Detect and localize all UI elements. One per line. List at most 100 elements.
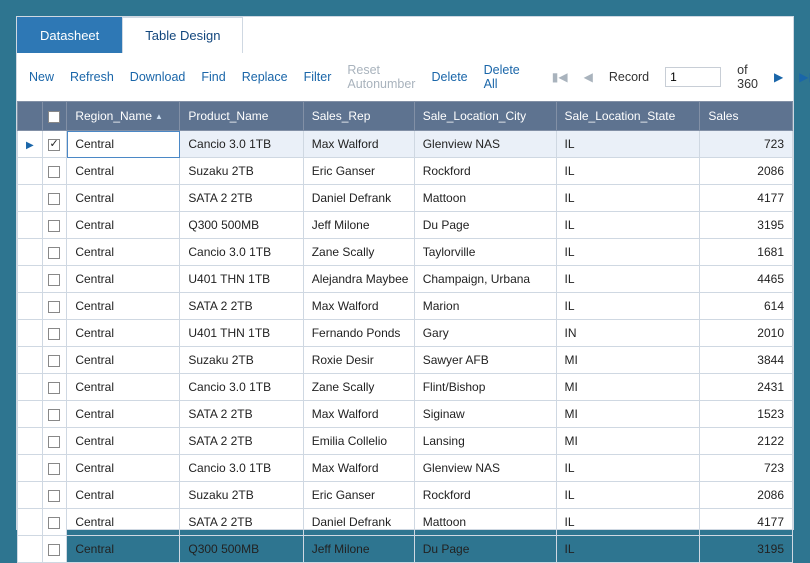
cell-rep[interactable]: Max Walford: [303, 401, 414, 428]
cell-rep[interactable]: Zane Scally: [303, 374, 414, 401]
row-checkbox-cell[interactable]: [42, 509, 67, 536]
cell-rep[interactable]: Roxie Desir: [303, 347, 414, 374]
cell-region[interactable]: Central: [67, 428, 180, 455]
tab-table-design[interactable]: Table Design: [122, 17, 243, 53]
cell-city[interactable]: Sawyer AFB: [414, 347, 556, 374]
cell-region[interactable]: Central: [67, 536, 180, 563]
row-checkbox-cell[interactable]: [42, 212, 67, 239]
cell-sales[interactable]: 2431: [700, 374, 793, 401]
cell-rep[interactable]: Daniel Defrank: [303, 509, 414, 536]
tab-datasheet[interactable]: Datasheet: [17, 17, 122, 53]
col-product[interactable]: Product_Name: [180, 102, 303, 131]
row-checkbox-cell[interactable]: [42, 266, 67, 293]
cell-rep[interactable]: Alejandra Maybee: [303, 266, 414, 293]
cell-product[interactable]: U401 THN 1TB: [180, 320, 303, 347]
cell-city[interactable]: Gary: [414, 320, 556, 347]
row-checkbox-cell[interactable]: [42, 131, 67, 158]
row-checkbox-cell[interactable]: [42, 374, 67, 401]
row-checkbox-cell[interactable]: [42, 320, 67, 347]
cell-city[interactable]: Taylorville: [414, 239, 556, 266]
cell-state[interactable]: IL: [556, 293, 700, 320]
col-rep[interactable]: Sales_Rep: [303, 102, 414, 131]
table-row[interactable]: CentralSATA 2 2TBDaniel DefrankMattoonIL…: [18, 185, 793, 212]
find-button[interactable]: Find: [201, 70, 225, 84]
cell-state[interactable]: IL: [556, 185, 700, 212]
cell-region[interactable]: Central: [67, 374, 180, 401]
cell-city[interactable]: Siginaw: [414, 401, 556, 428]
next-record-icon[interactable]: ▶: [774, 70, 783, 84]
cell-sales[interactable]: 2086: [700, 482, 793, 509]
cell-state[interactable]: IL: [556, 536, 700, 563]
replace-button[interactable]: Replace: [242, 70, 288, 84]
table-row[interactable]: ▶CentralCancio 3.0 1TBMax WalfordGlenvie…: [18, 131, 793, 158]
first-record-icon[interactable]: ▮◀: [552, 70, 568, 84]
col-city[interactable]: Sale_Location_City: [414, 102, 556, 131]
cell-state[interactable]: IL: [556, 158, 700, 185]
cell-city[interactable]: Mattoon: [414, 185, 556, 212]
cell-product[interactable]: Suzaku 2TB: [180, 482, 303, 509]
table-row[interactable]: CentralQ300 500MBJeff MiloneDu PageIL319…: [18, 536, 793, 563]
cell-product[interactable]: Suzaku 2TB: [180, 347, 303, 374]
cell-sales[interactable]: 2122: [700, 428, 793, 455]
cell-city[interactable]: Flint/Bishop: [414, 374, 556, 401]
cell-region[interactable]: Central: [67, 185, 180, 212]
table-row[interactable]: CentralU401 THN 1TBFernando PondsGaryIN2…: [18, 320, 793, 347]
prev-record-icon[interactable]: ◀: [584, 70, 593, 84]
delete-button[interactable]: Delete: [431, 70, 467, 84]
cell-city[interactable]: Glenview NAS: [414, 131, 556, 158]
cell-region[interactable]: Central: [67, 239, 180, 266]
new-button[interactable]: New: [29, 70, 54, 84]
cell-state[interactable]: IL: [556, 509, 700, 536]
delete-all-button[interactable]: Delete All: [484, 63, 520, 91]
row-checkbox-cell[interactable]: [42, 293, 67, 320]
cell-city[interactable]: Rockford: [414, 158, 556, 185]
cell-product[interactable]: SATA 2 2TB: [180, 428, 303, 455]
cell-state[interactable]: IL: [556, 212, 700, 239]
cell-sales[interactable]: 4177: [700, 185, 793, 212]
table-row[interactable]: CentralQ300 500MBJeff MiloneDu PageIL319…: [18, 212, 793, 239]
cell-product[interactable]: SATA 2 2TB: [180, 401, 303, 428]
table-row[interactable]: CentralCancio 3.0 1TBZane ScallyTaylorvi…: [18, 239, 793, 266]
cell-sales[interactable]: 3195: [700, 212, 793, 239]
table-row[interactable]: CentralSuzaku 2TBRoxie DesirSawyer AFBMI…: [18, 347, 793, 374]
cell-region[interactable]: Central: [67, 266, 180, 293]
table-row[interactable]: CentralU401 THN 1TBAlejandra MaybeeChamp…: [18, 266, 793, 293]
cell-sales[interactable]: 723: [700, 455, 793, 482]
select-all-header[interactable]: [42, 102, 67, 131]
table-row[interactable]: CentralSuzaku 2TBEric GanserRockfordIL20…: [18, 158, 793, 185]
cell-rep[interactable]: Daniel Defrank: [303, 185, 414, 212]
cell-product[interactable]: Suzaku 2TB: [180, 158, 303, 185]
table-row[interactable]: CentralCancio 3.0 1TBZane ScallyFlint/Bi…: [18, 374, 793, 401]
row-checkbox-cell[interactable]: [42, 185, 67, 212]
cell-rep[interactable]: Jeff Milone: [303, 536, 414, 563]
record-number-input[interactable]: [665, 67, 721, 87]
cell-product[interactable]: SATA 2 2TB: [180, 185, 303, 212]
row-checkbox[interactable]: [48, 193, 60, 205]
row-checkbox[interactable]: [48, 166, 60, 178]
row-checkbox-cell[interactable]: [42, 536, 67, 563]
cell-state[interactable]: IL: [556, 239, 700, 266]
cell-city[interactable]: Marion: [414, 293, 556, 320]
cell-rep[interactable]: Zane Scally: [303, 239, 414, 266]
cell-sales[interactable]: 614: [700, 293, 793, 320]
row-checkbox[interactable]: [48, 220, 60, 232]
cell-state[interactable]: IL: [556, 482, 700, 509]
table-row[interactable]: CentralSATA 2 2TBMax WalfordMarionIL614: [18, 293, 793, 320]
cell-region[interactable]: Central: [67, 320, 180, 347]
cell-rep[interactable]: Emilia Collelio: [303, 428, 414, 455]
cell-region[interactable]: Central: [67, 131, 180, 158]
cell-state[interactable]: MI: [556, 347, 700, 374]
cell-state[interactable]: MI: [556, 428, 700, 455]
cell-region[interactable]: Central: [67, 401, 180, 428]
cell-sales[interactable]: 1681: [700, 239, 793, 266]
row-checkbox[interactable]: [48, 463, 60, 475]
cell-product[interactable]: Cancio 3.0 1TB: [180, 455, 303, 482]
download-button[interactable]: Download: [130, 70, 186, 84]
cell-city[interactable]: Champaign, Urbana: [414, 266, 556, 293]
refresh-button[interactable]: Refresh: [70, 70, 114, 84]
cell-rep[interactable]: Jeff Milone: [303, 212, 414, 239]
cell-region[interactable]: Central: [67, 212, 180, 239]
cell-region[interactable]: Central: [67, 455, 180, 482]
cell-rep[interactable]: Eric Ganser: [303, 158, 414, 185]
cell-state[interactable]: IL: [556, 131, 700, 158]
